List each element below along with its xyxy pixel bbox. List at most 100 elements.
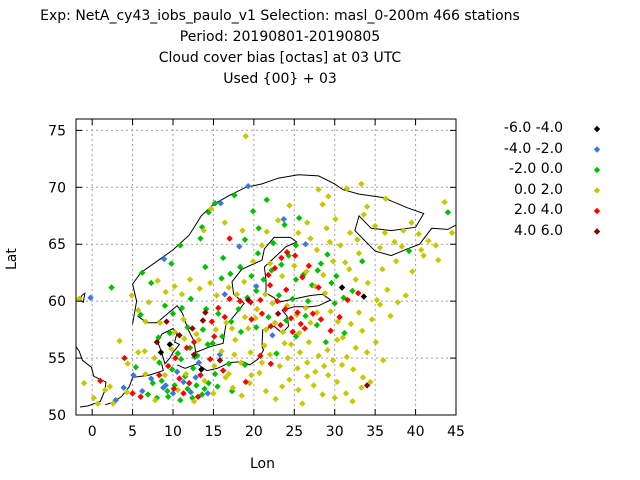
station-point [319,201,326,208]
station-point [218,275,225,282]
station-point [241,236,249,243]
station-point [302,312,309,320]
station-point [142,370,149,378]
station-point [207,279,214,287]
station-point [160,255,168,263]
station-point [176,375,183,382]
station-point [415,230,423,238]
station-point [216,357,224,364]
station-point [286,376,293,383]
station-point [162,288,169,296]
station-point [323,225,330,232]
station-point [248,316,255,323]
station-point [215,304,222,312]
y-tick-label: 60 [48,294,66,310]
station-point [238,392,245,399]
station-point [135,349,142,356]
station-point [229,384,237,391]
station-point [221,291,228,298]
station-point [221,219,228,226]
station-point [201,385,208,393]
station-point [201,377,208,385]
station-point [249,258,257,265]
station-point [158,377,165,385]
station-point [307,319,314,326]
station-point [420,252,427,259]
station-point [287,315,295,322]
station-point [338,361,346,369]
station-point [359,327,366,334]
station-point [240,278,248,285]
station-point [212,326,220,333]
station-point [215,310,222,317]
station-point [185,379,193,387]
y-axis-title: Lat [4,248,20,270]
legend-label: -2.0 0.0 [508,161,563,177]
station-point [382,195,389,202]
station-point [180,378,187,386]
station-point [236,263,244,271]
station-point [322,338,330,346]
station-point [151,354,158,362]
station-point [202,263,209,271]
station-point [130,371,137,379]
station-point [187,389,195,396]
station-point [349,398,356,405]
station-point [368,316,376,323]
station-point [169,390,177,397]
station-point [367,378,374,386]
station-point [163,318,170,325]
station-point [108,284,115,291]
station-point [299,274,306,281]
x-tick-label: 0 [88,424,97,440]
station-point [301,325,309,332]
station-point [408,219,415,226]
station-point [228,318,235,325]
station-point [358,384,365,391]
station-point [294,309,301,316]
station-point [173,368,181,375]
chart-title-line2: Period: 20190801-20190805 [179,29,381,45]
station-point [292,276,300,283]
station-point [297,320,304,328]
station-point [217,200,224,207]
station-point [363,203,371,210]
x-tick-label: 20 [245,424,263,440]
station-point [177,242,184,249]
station-point [287,341,295,348]
station-point [123,389,131,396]
station-point [197,371,204,379]
station-point [333,336,341,344]
station-point [289,295,296,303]
station-point [329,357,337,364]
station-point [432,242,439,249]
station-point [302,241,309,248]
station-point [303,268,310,275]
station-point [153,338,161,346]
station-point [219,254,227,262]
station-point [204,390,211,397]
station-point [435,256,442,264]
chart-title-line4: Used {00} + 03 [223,71,337,87]
station-point [184,324,191,331]
station-point [327,327,334,334]
legend-marker [593,166,601,174]
station-point [258,242,266,249]
station-point [338,284,346,291]
station-point [280,215,287,223]
station-point [156,319,164,326]
station-point [219,333,226,340]
station-point [295,329,303,337]
station-point [144,391,152,398]
station-point [359,374,367,381]
station-point [273,350,280,357]
station-point [162,382,169,389]
station-point [371,222,379,230]
station-point [317,316,325,323]
station-point [195,359,203,366]
station-point [200,227,207,234]
station-point [384,286,391,293]
station-point [402,292,410,299]
station-point [225,360,233,367]
station-point [405,247,413,255]
